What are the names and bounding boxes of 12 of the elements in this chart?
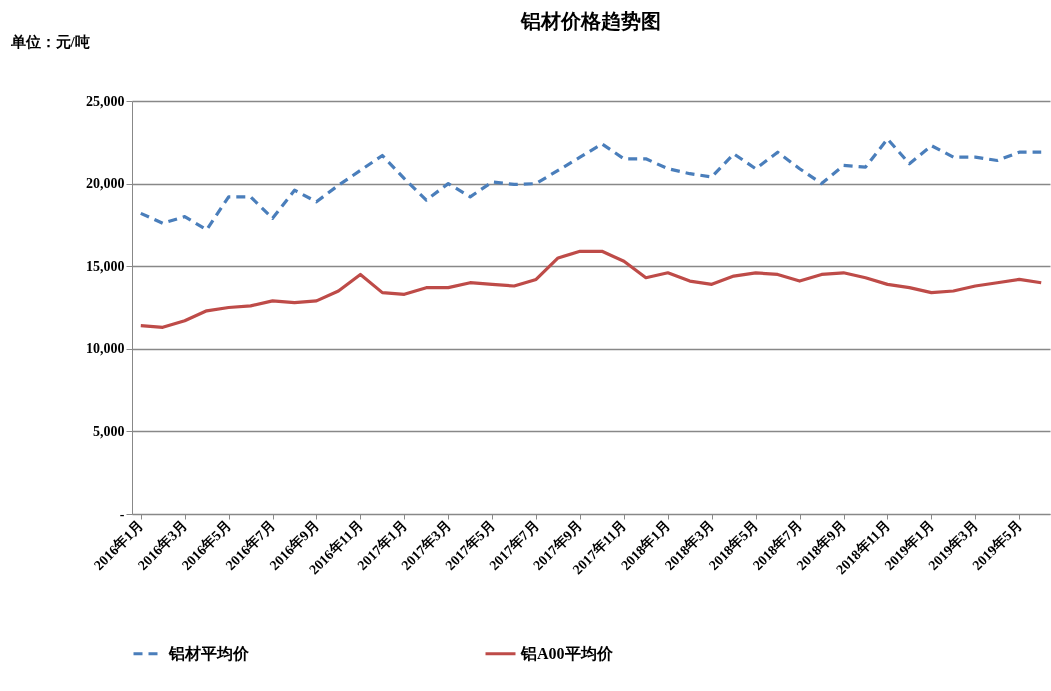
y-tick-label: 5,000 [93,423,125,439]
chart-title: 铝材价格趋势图 [520,10,661,32]
y-tick-label: - [119,506,125,522]
legend-label: 铝材平均价 [168,644,250,662]
y-tick-label: 10,000 [86,341,125,357]
y-axis-title: 单位：元/吨 [9,33,90,50]
y-tick-label: 25,000 [86,93,125,109]
y-tick-label: 15,000 [86,258,125,274]
y-tick-label: 20,000 [86,176,125,192]
line-series [139,137,1043,232]
legend-label: 铝A00平均价 [520,644,614,662]
line-series [139,249,1043,329]
